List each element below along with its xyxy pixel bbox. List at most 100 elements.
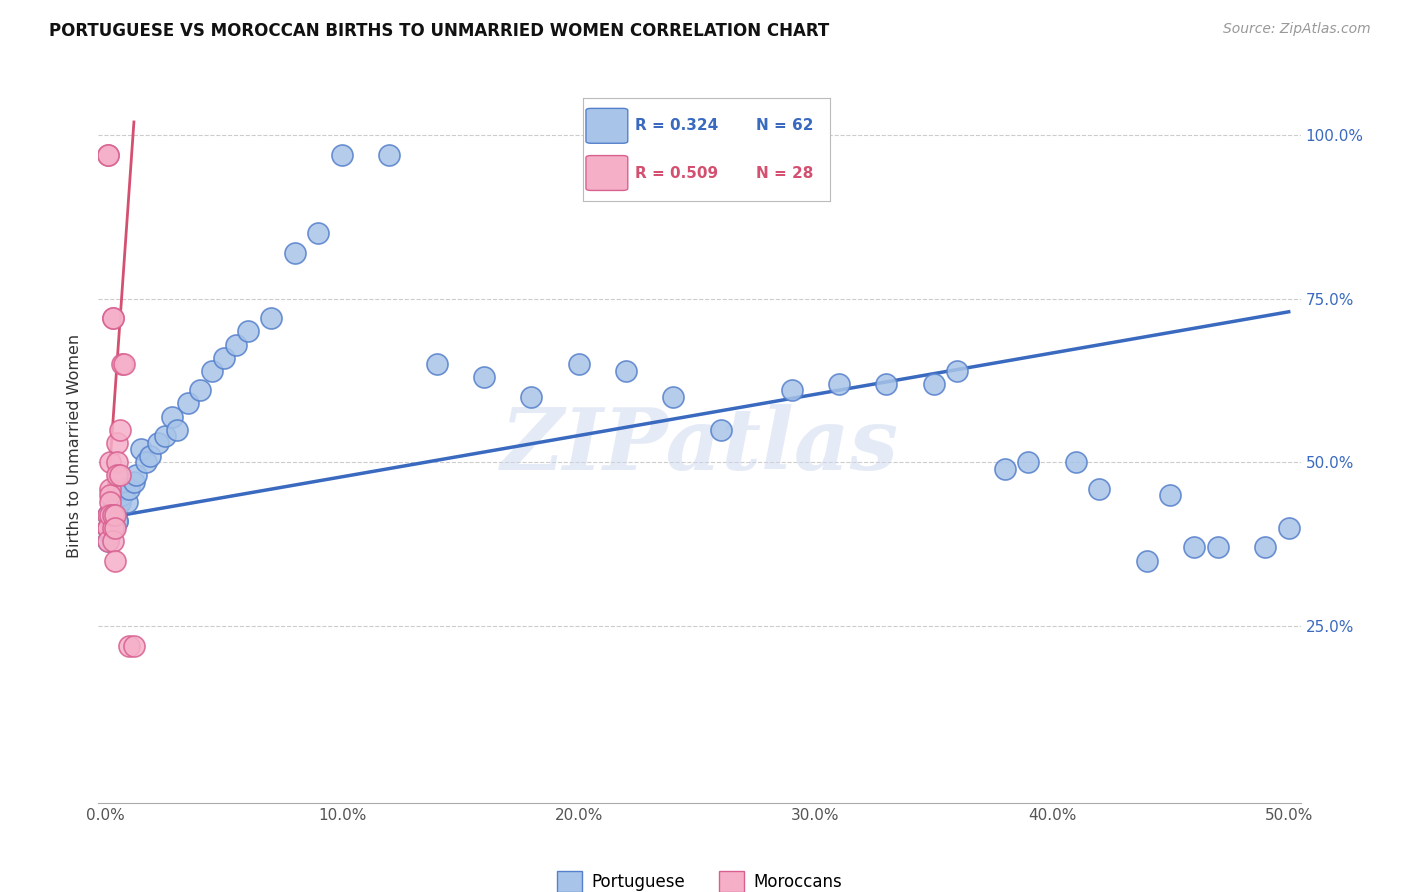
Point — [1088, 482, 1111, 496]
Point — [101, 521, 124, 535]
Point — [98, 455, 121, 469]
Text: N = 62: N = 62 — [756, 119, 813, 133]
Point — [1136, 553, 1159, 567]
Point — [118, 639, 141, 653]
Point — [97, 533, 120, 548]
Point — [97, 147, 120, 161]
Point — [426, 357, 449, 371]
Point — [662, 390, 685, 404]
Point — [177, 396, 200, 410]
Point — [101, 311, 124, 326]
Point — [105, 514, 128, 528]
Point — [614, 364, 637, 378]
Legend: Portuguese, Moroccans: Portuguese, Moroccans — [550, 864, 849, 892]
Point — [135, 455, 157, 469]
Point — [97, 508, 120, 522]
Point — [97, 533, 120, 548]
Point — [1182, 541, 1205, 555]
Point — [111, 357, 134, 371]
FancyBboxPatch shape — [586, 155, 627, 190]
Point — [146, 435, 169, 450]
Point — [710, 423, 733, 437]
Point — [104, 508, 127, 522]
Text: R = 0.324: R = 0.324 — [636, 119, 718, 133]
Point — [201, 364, 224, 378]
Point — [98, 494, 121, 508]
Text: PORTUGUESE VS MOROCCAN BIRTHS TO UNMARRIED WOMEN CORRELATION CHART: PORTUGUESE VS MOROCCAN BIRTHS TO UNMARRI… — [49, 22, 830, 40]
Point — [1017, 455, 1039, 469]
Point — [284, 245, 307, 260]
Text: ZIPatlas: ZIPatlas — [501, 404, 898, 488]
Point — [1064, 455, 1087, 469]
Point — [104, 553, 127, 567]
Point — [98, 508, 121, 522]
Point — [225, 337, 247, 351]
Point — [153, 429, 176, 443]
Point — [1278, 521, 1301, 535]
Point — [520, 390, 543, 404]
Point — [188, 384, 211, 398]
Point — [104, 508, 127, 522]
Point — [104, 521, 127, 535]
Point — [122, 475, 145, 489]
Point — [97, 521, 120, 535]
Point — [212, 351, 235, 365]
Point — [97, 521, 120, 535]
Point — [568, 357, 591, 371]
Point — [330, 147, 353, 161]
Point — [1159, 488, 1181, 502]
Point — [98, 488, 121, 502]
Point — [125, 468, 148, 483]
Point — [472, 370, 495, 384]
Point — [98, 508, 121, 522]
Point — [101, 521, 124, 535]
Point — [98, 527, 121, 541]
Point — [97, 508, 120, 522]
Point — [104, 508, 127, 522]
Point — [97, 147, 120, 161]
Point — [105, 455, 128, 469]
FancyBboxPatch shape — [586, 109, 627, 144]
Point — [98, 482, 121, 496]
Point — [260, 311, 283, 326]
Point — [101, 501, 124, 516]
Point — [160, 409, 183, 424]
Point — [129, 442, 152, 457]
Point — [108, 423, 131, 437]
Point — [994, 462, 1017, 476]
Point — [308, 226, 330, 240]
Point — [114, 357, 136, 371]
Point — [101, 514, 124, 528]
Point — [98, 521, 121, 535]
Text: R = 0.509: R = 0.509 — [636, 166, 718, 180]
Point — [105, 501, 128, 516]
Y-axis label: Births to Unmarried Women: Births to Unmarried Women — [67, 334, 83, 558]
Point — [1254, 541, 1277, 555]
Point — [780, 384, 803, 398]
Point — [1206, 541, 1229, 555]
Point — [105, 514, 128, 528]
Point — [114, 482, 136, 496]
Point — [108, 494, 131, 508]
Point — [875, 376, 897, 391]
Point — [101, 508, 124, 522]
Point — [105, 468, 128, 483]
Point — [98, 514, 121, 528]
Point — [111, 488, 134, 502]
Point — [115, 494, 138, 508]
Point — [166, 423, 188, 437]
Text: Source: ZipAtlas.com: Source: ZipAtlas.com — [1223, 22, 1371, 37]
Point — [828, 376, 851, 391]
Point — [101, 311, 124, 326]
Point — [378, 147, 401, 161]
Point — [118, 482, 141, 496]
Point — [139, 449, 162, 463]
Point — [122, 639, 145, 653]
Point — [236, 325, 259, 339]
Point — [108, 468, 131, 483]
Point — [946, 364, 969, 378]
Text: N = 28: N = 28 — [756, 166, 813, 180]
Point — [105, 435, 128, 450]
Point — [922, 376, 945, 391]
Point — [97, 521, 120, 535]
